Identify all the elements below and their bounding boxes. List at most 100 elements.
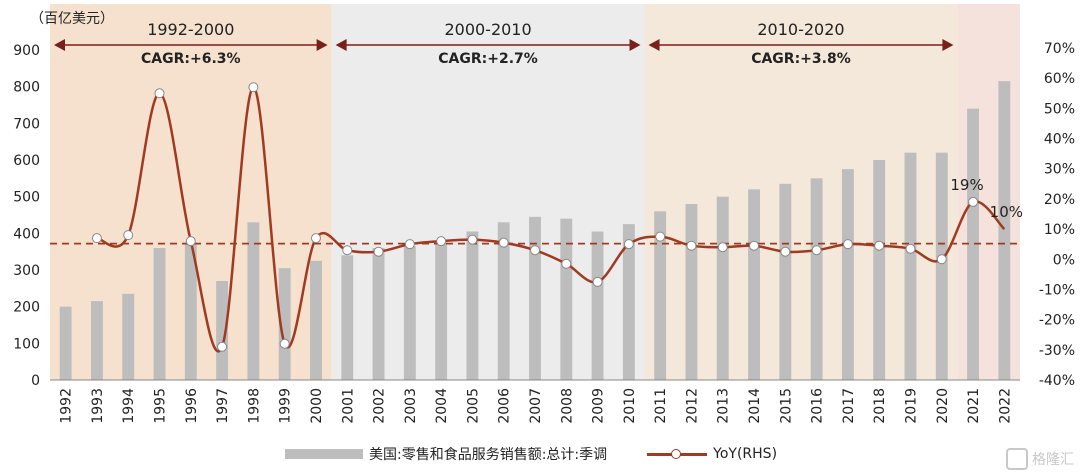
x-tick-label: 1995 [153, 388, 169, 424]
x-tick-label: 2020 [935, 388, 951, 424]
yoy-point-2020 [936, 254, 947, 265]
bar-1992 [59, 306, 72, 380]
x-tick-label: 2022 [997, 388, 1013, 424]
x-tick-label: 2001 [340, 388, 356, 424]
bar-2012 [685, 204, 698, 380]
x-tick-label: 2003 [403, 388, 419, 424]
x-tick-label: 2012 [684, 388, 700, 424]
yoy-point-1996 [185, 236, 196, 247]
yoy-point-2002 [373, 246, 384, 257]
bar-2009 [591, 231, 604, 380]
yoy-point-2013 [717, 242, 728, 253]
x-tick-label: 2016 [810, 388, 826, 424]
left-tick-label: 800 [13, 80, 40, 96]
x-tick-label: 1998 [246, 388, 262, 424]
x-tick-label: 1994 [121, 388, 137, 424]
bar-2013 [716, 196, 729, 380]
annotation-label: 19% [950, 176, 983, 194]
x-tick-label: 2013 [716, 388, 732, 424]
x-tick-label: 2000 [309, 388, 325, 424]
x-tick-label: 1993 [90, 388, 106, 424]
bar-1997 [216, 281, 229, 380]
right-tick-label: 20% [1044, 192, 1075, 208]
right-tick-label: 40% [1044, 132, 1075, 148]
bar-2010 [622, 224, 635, 380]
yoy-point-2017 [842, 239, 853, 250]
period-arrow-left-2 [648, 39, 660, 51]
x-tick-label: 2015 [778, 388, 794, 424]
bar-2019 [904, 152, 917, 380]
yoy-point-2015 [780, 246, 791, 257]
yoy-point-2005 [467, 234, 478, 245]
period-arrow-right-2 [942, 39, 954, 51]
x-tick-label: 2007 [528, 388, 544, 424]
period-arrow-right-0 [316, 39, 328, 51]
x-tick-label: 2017 [841, 388, 857, 424]
yoy-point-2018 [874, 240, 885, 251]
x-tick-label: 2014 [747, 388, 763, 424]
right-tick-label: -40% [1039, 373, 1075, 389]
left-tick-label: 700 [13, 116, 40, 132]
watermark: 格隆汇 [1006, 448, 1074, 470]
left-tick-label: 500 [13, 190, 40, 206]
right-tick-label: 50% [1044, 101, 1075, 117]
bar-2011 [654, 211, 667, 380]
x-tick-label: 2008 [559, 388, 575, 424]
yoy-point-2011 [655, 231, 666, 242]
x-tick-label: 2004 [434, 388, 450, 424]
yoy-point-2009 [592, 276, 603, 287]
period-cagr-label: CAGR:+6.3% [141, 51, 241, 67]
right-tick-label: 70% [1044, 41, 1075, 57]
yoy-point-2001 [342, 245, 353, 256]
yoy-point-2019 [905, 243, 916, 254]
yoy-point-2014 [749, 240, 760, 251]
left-tick-label: 900 [13, 43, 40, 59]
yoy-point-2006 [498, 237, 509, 248]
left-tick-label: 200 [13, 300, 40, 316]
bar-2016 [810, 178, 823, 380]
period-label: 2010-2020 [757, 20, 844, 39]
bar-2014 [748, 189, 760, 380]
yoy-point-2010 [623, 239, 634, 250]
period-arrow-right-1 [629, 39, 641, 51]
legend: 美国:零售和食品服务销售额:总计:季调 YoY(RHS) [285, 444, 777, 464]
bar-2015 [779, 183, 792, 380]
yoy-point-1994 [123, 230, 134, 241]
period-arrow-left-0 [54, 39, 65, 51]
bar-2021 [967, 108, 980, 381]
right-tick-label: 10% [1044, 222, 1075, 238]
bar-2022 [998, 81, 1011, 381]
period-cagr-label: CAGR:+2.7% [438, 51, 538, 67]
watermark-logo-icon [1006, 448, 1028, 470]
x-tick-label: 1992 [59, 388, 75, 424]
legend-bar-label: 美国:零售和食品服务销售额:总计:季调 [369, 447, 608, 463]
bar-1993 [90, 301, 103, 380]
left-tick-label: 100 [13, 336, 40, 352]
yoy-point-2021 [968, 196, 979, 207]
left-tick-label: 600 [13, 153, 40, 169]
bar-2000 [310, 260, 322, 380]
yoy-point-2007 [530, 245, 540, 256]
watermark-text: 格隆汇 [1032, 452, 1074, 468]
x-tick-label: 2005 [465, 388, 481, 424]
x-tick-label: 2009 [591, 388, 607, 424]
x-tick-label: 1997 [215, 388, 231, 424]
yoy-point-2004 [436, 236, 447, 247]
bar-2004 [435, 242, 448, 380]
yoy-point-1993 [91, 233, 102, 244]
bar-2007 [529, 216, 541, 380]
x-tick-label: 2006 [497, 388, 513, 424]
yoy-point-1995 [154, 88, 165, 99]
x-tick-label: 2002 [372, 388, 388, 424]
right-tick-label: 60% [1044, 71, 1075, 87]
period-label: 1992-2000 [147, 20, 234, 39]
legend-line-swatch [647, 447, 708, 461]
bar-1999 [278, 268, 291, 380]
yoy-point-1999 [279, 338, 290, 349]
bar-2002 [372, 248, 385, 380]
bar-2020 [935, 152, 948, 380]
right-tick-label: 0% [1053, 252, 1075, 268]
yoy-point-2016 [811, 245, 822, 256]
bar-1994 [122, 293, 135, 380]
